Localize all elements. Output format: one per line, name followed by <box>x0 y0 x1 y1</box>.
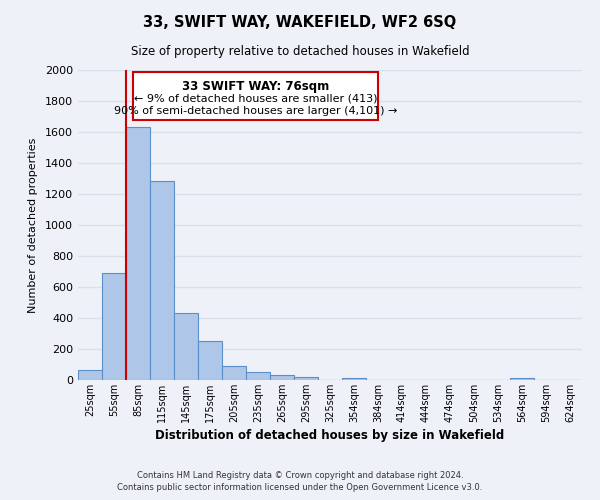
Text: Contains HM Land Registry data © Crown copyright and database right 2024.: Contains HM Land Registry data © Crown c… <box>137 471 463 480</box>
Bar <box>510 378 534 380</box>
Bar <box>270 376 294 380</box>
Y-axis label: Number of detached properties: Number of detached properties <box>28 138 38 312</box>
X-axis label: Distribution of detached houses by size in Wakefield: Distribution of detached houses by size … <box>155 429 505 442</box>
Bar <box>246 372 270 380</box>
Text: Size of property relative to detached houses in Wakefield: Size of property relative to detached ho… <box>131 45 469 58</box>
Text: 90% of semi-detached houses are larger (4,101) →: 90% of semi-detached houses are larger (… <box>114 106 397 116</box>
Bar <box>133 72 378 120</box>
Bar <box>294 377 318 380</box>
Text: ← 9% of detached houses are smaller (413): ← 9% of detached houses are smaller (413… <box>134 93 377 104</box>
Bar <box>150 181 174 380</box>
Text: Contains public sector information licensed under the Open Government Licence v3: Contains public sector information licen… <box>118 484 482 492</box>
Text: 33, SWIFT WAY, WAKEFIELD, WF2 6SQ: 33, SWIFT WAY, WAKEFIELD, WF2 6SQ <box>143 15 457 30</box>
Bar <box>342 378 366 380</box>
Text: 33 SWIFT WAY: 76sqm: 33 SWIFT WAY: 76sqm <box>182 80 329 93</box>
Bar <box>198 341 222 380</box>
Bar <box>126 128 150 380</box>
Bar <box>78 370 102 380</box>
Bar <box>102 273 126 380</box>
Bar <box>174 312 198 380</box>
Bar <box>222 366 246 380</box>
